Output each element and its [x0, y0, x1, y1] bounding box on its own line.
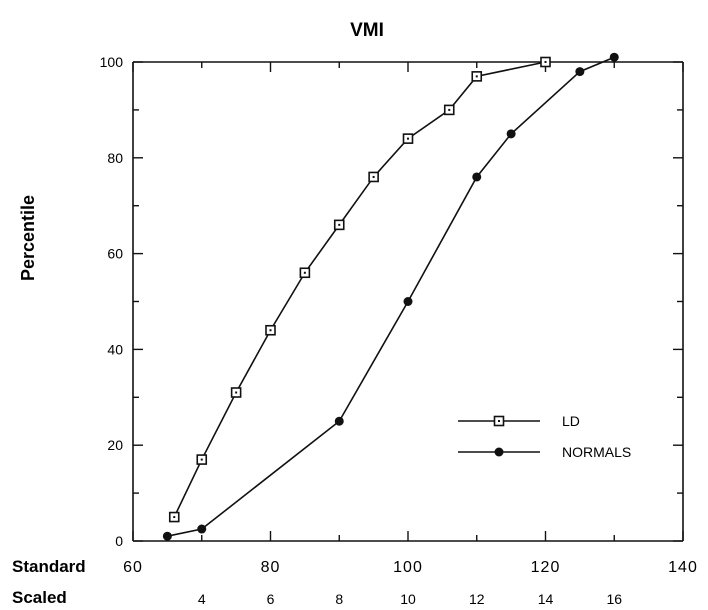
data-point-ld	[402, 133, 414, 144]
scaled-tick-label: 4	[198, 591, 206, 607]
data-point-ld	[230, 387, 242, 398]
x-tick-label: 80	[261, 559, 281, 576]
y-axis-label: Percentile	[18, 195, 38, 281]
x-axis-row-label: Standard	[12, 557, 86, 576]
data-point-ld	[196, 454, 208, 465]
series-line-ld	[173, 61, 546, 518]
y-tick-label: 60	[107, 246, 123, 262]
data-point-normals	[162, 531, 172, 541]
scaled-tick-label: 6	[267, 591, 275, 607]
scaled-tick-label: 10	[400, 591, 416, 607]
data-point-normals	[334, 416, 344, 426]
scaled-tick-label: 14	[538, 591, 554, 607]
data-point-ld	[443, 104, 455, 116]
y-tick-label: 80	[107, 150, 123, 166]
data-point-ld	[168, 511, 180, 523]
y-tick-label: 100	[100, 54, 124, 70]
data-point-ld	[540, 56, 551, 68]
y-tick-label: 0	[115, 533, 123, 549]
x-axis: 60 80 100 120 140	[123, 62, 698, 576]
data-point-normals	[575, 67, 585, 77]
series-group	[162, 52, 619, 541]
legend-label-ld: LD	[562, 413, 580, 429]
x-tick-label: 120	[531, 559, 561, 576]
scaled-tick-label: 8	[335, 591, 343, 607]
y-axis: 0 20 40 60 80 100	[100, 54, 683, 549]
data-point-normals	[506, 129, 516, 139]
scaled-row-label: Scaled	[12, 588, 67, 607]
data-point-ld	[265, 324, 276, 336]
data-point-normals	[403, 297, 413, 306]
data-point-ld	[299, 267, 311, 279]
y-tick-label: 20	[107, 437, 123, 453]
x-tick-label: 60	[123, 559, 143, 576]
chart-title: VMI	[350, 20, 384, 41]
legend: LD NORMALS	[458, 413, 631, 460]
data-point-normals	[609, 52, 619, 62]
scaled-axis: 4 6 8 10 12 14 16	[198, 591, 622, 607]
y-tick-label: 40	[107, 341, 123, 357]
data-point-normals	[472, 172, 482, 182]
legend-label-normals: NORMALS	[562, 444, 631, 460]
data-point-ld	[333, 219, 345, 231]
scaled-tick-label: 16	[606, 591, 622, 607]
data-point-ld	[368, 171, 379, 183]
data-point-normals	[197, 524, 207, 534]
series-line-normals	[167, 56, 615, 537]
x-tick-label: 140	[668, 559, 698, 576]
legend-marker-normals	[494, 447, 504, 457]
data-point-ld	[471, 71, 483, 82]
x-tick-label: 100	[393, 559, 423, 576]
legend-marker-ld	[493, 415, 505, 427]
scaled-tick-label: 12	[469, 591, 485, 607]
